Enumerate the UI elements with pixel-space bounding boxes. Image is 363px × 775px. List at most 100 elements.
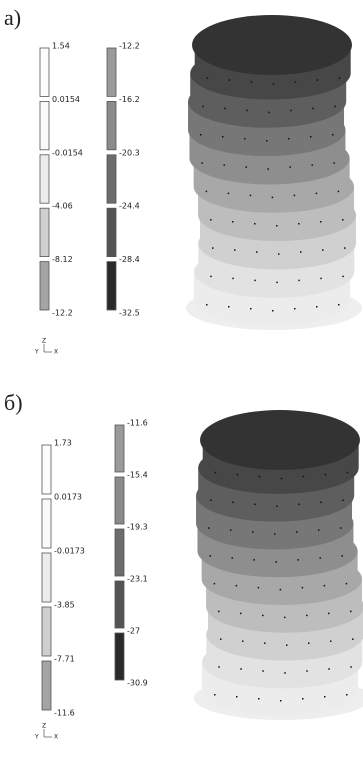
node xyxy=(214,694,216,696)
node xyxy=(251,81,253,83)
legend-swatch xyxy=(42,607,51,656)
node xyxy=(206,191,208,193)
legend-value: -32.5 xyxy=(119,309,140,318)
legend-value: 0.0154 xyxy=(52,95,80,104)
legend-value: -3.85 xyxy=(54,601,75,610)
node xyxy=(201,162,203,164)
node xyxy=(254,504,256,506)
legend-value: -28.4 xyxy=(119,255,140,264)
legend-swatch xyxy=(40,155,49,203)
node xyxy=(298,504,300,506)
legend-swatch xyxy=(115,529,124,576)
node xyxy=(350,666,352,668)
node xyxy=(256,251,258,253)
node xyxy=(334,106,336,108)
node xyxy=(222,136,224,138)
legend-swatch xyxy=(40,262,49,310)
legend-value: -24.4 xyxy=(119,202,140,211)
node xyxy=(231,557,233,559)
node xyxy=(242,640,244,642)
node xyxy=(338,304,340,306)
node xyxy=(210,500,212,502)
node xyxy=(258,698,260,700)
node xyxy=(212,247,214,249)
legend-value: -27 xyxy=(127,627,140,636)
node xyxy=(278,253,280,255)
legend-value: -20.3 xyxy=(119,148,140,157)
legend-swatch xyxy=(107,48,116,96)
node xyxy=(232,221,234,223)
node xyxy=(289,166,291,168)
node xyxy=(262,670,264,672)
node xyxy=(273,83,275,85)
node xyxy=(318,529,320,531)
legend-swatch xyxy=(115,425,124,472)
node xyxy=(218,666,220,668)
axis-z-label: Z xyxy=(42,723,46,730)
node xyxy=(300,251,302,253)
node xyxy=(274,533,276,535)
node xyxy=(229,79,231,81)
legend-value: -19.3 xyxy=(127,523,148,532)
node xyxy=(275,561,277,563)
node xyxy=(267,168,269,170)
panel-label: б) xyxy=(4,390,23,415)
node xyxy=(284,672,286,674)
legend-value: -23.1 xyxy=(127,575,148,584)
legend-value: -0.0173 xyxy=(54,547,85,556)
node xyxy=(286,644,288,646)
node xyxy=(268,112,270,114)
node xyxy=(262,615,264,617)
legend-value: 1.73 xyxy=(54,439,72,448)
node xyxy=(215,472,217,474)
node xyxy=(272,197,274,199)
node xyxy=(266,140,268,142)
node xyxy=(259,476,261,478)
node xyxy=(344,247,346,249)
node xyxy=(246,110,248,112)
node xyxy=(316,193,318,195)
node xyxy=(320,278,322,280)
node xyxy=(324,696,326,698)
node xyxy=(220,638,222,640)
legend-swatch xyxy=(42,499,51,548)
node xyxy=(210,219,212,221)
node xyxy=(306,615,308,617)
node xyxy=(290,110,292,112)
node xyxy=(325,474,327,476)
node xyxy=(228,306,230,308)
legend-value: 1.54 xyxy=(52,42,70,51)
legend-swatch xyxy=(107,262,116,310)
axis-y-label: Y xyxy=(34,734,39,741)
legend-swatch xyxy=(115,477,124,524)
node xyxy=(338,191,340,193)
node xyxy=(320,502,322,504)
node xyxy=(237,474,239,476)
legend-value: -0.0154 xyxy=(52,148,83,157)
node xyxy=(236,696,238,698)
tower xyxy=(194,410,363,720)
figure: а)1.540.0154-0.0154-4.06-8.12-12.2-12.2-… xyxy=(0,0,363,770)
node xyxy=(245,166,247,168)
node xyxy=(296,531,298,533)
legend-swatch xyxy=(107,155,116,203)
node xyxy=(294,195,296,197)
axis-x-label: X xyxy=(54,349,58,356)
node xyxy=(223,164,225,166)
node xyxy=(276,506,278,508)
legend-swatch xyxy=(42,661,51,710)
tower xyxy=(186,15,362,330)
legend-swatch xyxy=(42,553,51,602)
legend-value: -15.4 xyxy=(127,471,148,480)
node xyxy=(280,589,282,591)
node xyxy=(346,583,348,585)
node xyxy=(308,642,310,644)
legend-value: 0.0173 xyxy=(54,493,82,502)
node xyxy=(324,585,326,587)
node xyxy=(328,668,330,670)
node xyxy=(207,77,209,79)
node xyxy=(280,700,282,702)
node xyxy=(341,555,343,557)
axis-x-label: X xyxy=(54,734,58,741)
legend-swatch xyxy=(115,581,124,628)
